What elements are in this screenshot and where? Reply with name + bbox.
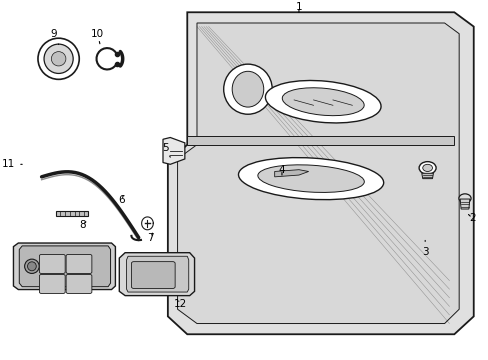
Ellipse shape: [265, 81, 380, 123]
Polygon shape: [163, 138, 184, 164]
Ellipse shape: [257, 165, 364, 193]
FancyBboxPatch shape: [40, 255, 65, 274]
Polygon shape: [14, 243, 115, 289]
Polygon shape: [421, 173, 432, 179]
Ellipse shape: [38, 38, 79, 79]
Text: 4: 4: [278, 165, 285, 175]
Text: 9: 9: [50, 29, 59, 45]
FancyBboxPatch shape: [66, 274, 92, 293]
Text: 11: 11: [2, 159, 22, 169]
Polygon shape: [459, 199, 469, 209]
Ellipse shape: [282, 88, 364, 116]
Ellipse shape: [238, 158, 383, 200]
Polygon shape: [274, 170, 308, 177]
Text: 8: 8: [80, 220, 86, 230]
Text: 3: 3: [421, 240, 427, 257]
Ellipse shape: [223, 64, 272, 114]
Polygon shape: [187, 136, 453, 145]
FancyBboxPatch shape: [131, 262, 175, 288]
Ellipse shape: [232, 71, 263, 107]
Ellipse shape: [458, 194, 470, 203]
Text: 10: 10: [91, 29, 104, 44]
FancyBboxPatch shape: [40, 274, 65, 293]
Ellipse shape: [418, 162, 435, 174]
Polygon shape: [177, 23, 458, 324]
Polygon shape: [142, 217, 153, 230]
Text: 7: 7: [147, 233, 154, 243]
Polygon shape: [119, 253, 194, 296]
Ellipse shape: [24, 259, 39, 274]
Polygon shape: [19, 246, 110, 287]
Text: 5: 5: [162, 143, 170, 157]
Text: 12: 12: [173, 299, 186, 309]
Polygon shape: [56, 211, 87, 216]
Ellipse shape: [27, 262, 36, 271]
Ellipse shape: [44, 44, 73, 73]
Text: 1: 1: [295, 2, 302, 12]
Ellipse shape: [422, 164, 431, 171]
FancyBboxPatch shape: [66, 255, 92, 274]
Polygon shape: [167, 12, 473, 334]
Polygon shape: [126, 256, 188, 292]
Text: 2: 2: [468, 213, 475, 223]
Ellipse shape: [51, 51, 66, 66]
Text: 6: 6: [118, 195, 125, 205]
